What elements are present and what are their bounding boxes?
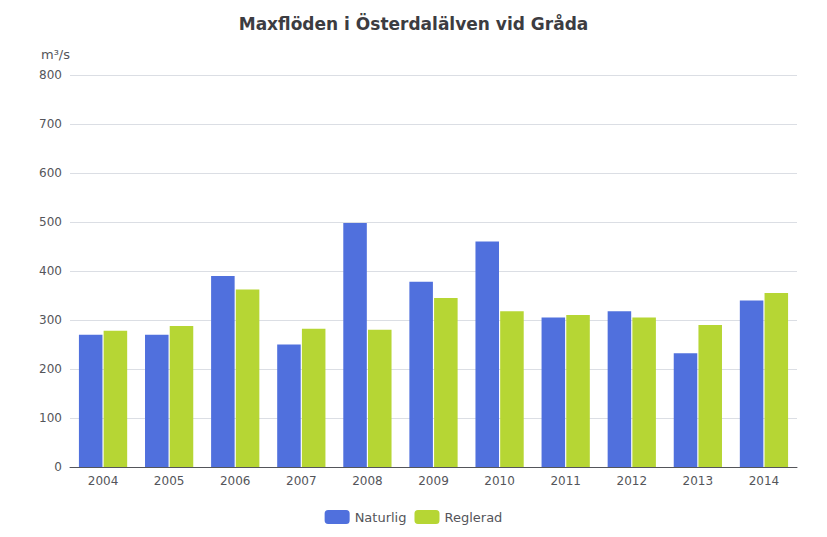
svg-text:2009: 2009: [418, 474, 449, 488]
svg-text:Naturlig: Naturlig: [355, 510, 407, 525]
svg-text:2012: 2012: [616, 474, 647, 488]
svg-text:Reglerad: Reglerad: [444, 510, 502, 525]
svg-text:2010: 2010: [484, 474, 515, 488]
svg-text:2011: 2011: [550, 474, 581, 488]
svg-text:2014: 2014: [749, 474, 780, 488]
svg-text:Maxflöden i Österdalälven vid: Maxflöden i Österdalälven vid Gråda: [239, 13, 589, 34]
svg-text:300: 300: [39, 313, 62, 327]
svg-text:2008: 2008: [352, 474, 383, 488]
svg-text:800: 800: [39, 68, 62, 82]
svg-text:2007: 2007: [286, 474, 317, 488]
svg-text:700: 700: [39, 117, 62, 131]
svg-text:400: 400: [39, 264, 62, 278]
svg-text:2004: 2004: [88, 474, 119, 488]
svg-text:2013: 2013: [683, 474, 714, 488]
svg-text:0: 0: [54, 460, 62, 474]
svg-text:200: 200: [39, 362, 62, 376]
svg-text:600: 600: [39, 166, 62, 180]
svg-text:2005: 2005: [154, 474, 185, 488]
svg-text:500: 500: [39, 215, 62, 229]
svg-text:2006: 2006: [220, 474, 251, 488]
svg-text:m³/s: m³/s: [41, 47, 70, 62]
svg-text:100: 100: [39, 411, 62, 425]
